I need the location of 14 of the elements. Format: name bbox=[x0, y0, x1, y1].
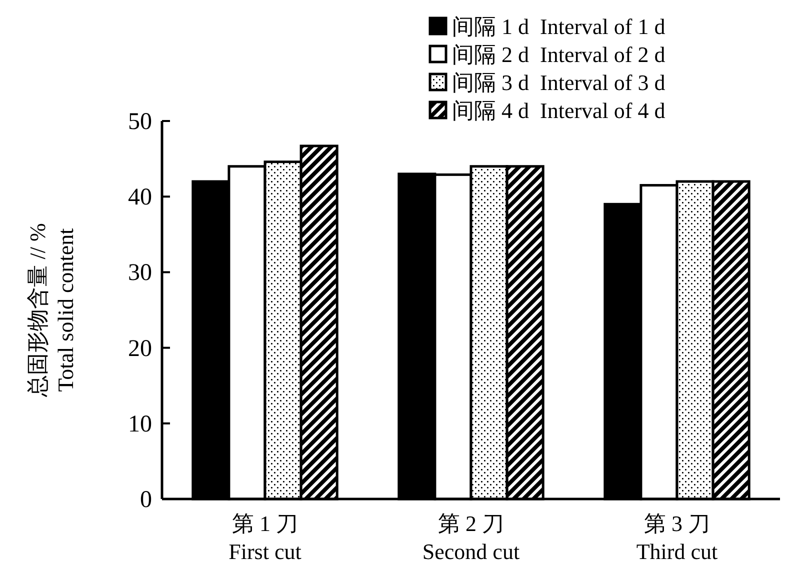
legend-label: 间隔 1 d Interval of 1 d bbox=[452, 14, 666, 39]
y-tick-label: 10 bbox=[128, 411, 152, 438]
y-tick-label: 50 bbox=[128, 109, 152, 135]
legend-label: 间隔 3 d Interval of 3 d bbox=[452, 70, 666, 95]
legend-label: 间隔 4 d Interval of 4 d bbox=[452, 98, 666, 123]
y-tick-label: 30 bbox=[128, 260, 152, 286]
x-tick-label: 第 3 刀 Third cut bbox=[636, 511, 718, 564]
y-axis-title: 总固形物含量 // % Total solid content bbox=[25, 223, 78, 398]
y-tick-label: 40 bbox=[128, 184, 152, 211]
y-tick-label: 0 bbox=[140, 487, 152, 513]
y-tick-label: 20 bbox=[128, 336, 152, 362]
x-tick-label: 第 1 刀 First cut bbox=[228, 511, 302, 564]
legend-label: 间隔 2 d Interval of 2 d bbox=[452, 42, 666, 67]
x-tick-label: 第 2 刀 Second cut bbox=[422, 511, 520, 564]
